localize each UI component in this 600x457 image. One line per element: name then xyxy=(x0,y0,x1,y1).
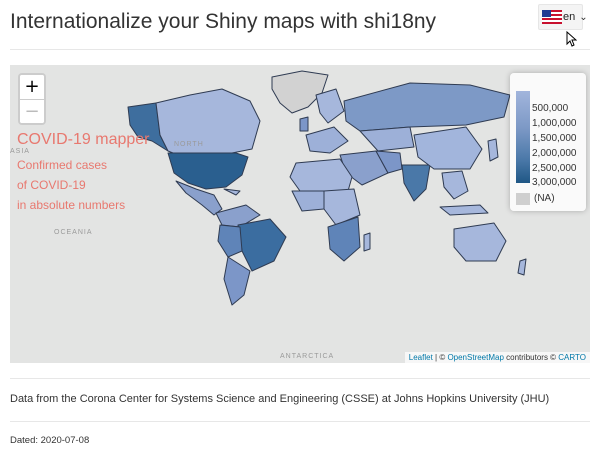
country-japan xyxy=(487,138,499,162)
overlay-subtitle-line: of COVID-19 xyxy=(17,178,86,192)
country-china xyxy=(413,126,483,170)
map-divider xyxy=(10,378,590,379)
legend-tick-label: 500,000 xyxy=(532,103,569,114)
attribution-contributors: contributors © xyxy=(503,353,559,362)
country-greenland xyxy=(271,70,329,114)
overlay-subtitle-line: in absolute numbers xyxy=(17,198,126,212)
country-colombia-venezuela xyxy=(215,204,261,228)
zoom-out-button[interactable]: − xyxy=(20,99,44,123)
map-label-oceania: OCEANIA xyxy=(54,229,93,236)
leaflet-map[interactable]: ASIA NORTH OCEANIA ANTARCTICA + − COVID-… xyxy=(10,65,590,363)
map-attribution: Leaflet | © OpenStreetMap contributors ©… xyxy=(404,352,590,363)
country-uk xyxy=(299,116,309,132)
country-canada xyxy=(155,88,261,156)
map-label-north: NORTH xyxy=(174,141,204,148)
map-overlay-text: COVID-19 mapper Confirmed cases of COVID… xyxy=(17,131,150,215)
footer-divider xyxy=(10,421,590,422)
country-peru-bolivia xyxy=(217,224,243,258)
country-north-africa xyxy=(289,158,353,192)
page-title: Internationalize your Shiny maps with sh… xyxy=(10,10,437,33)
country-russia xyxy=(343,82,511,132)
country-south-africa xyxy=(327,216,361,262)
openstreetmap-link[interactable]: OpenStreetMap xyxy=(447,353,504,362)
header-divider xyxy=(10,49,590,50)
legend-tick-label: 1,000,000 xyxy=(532,118,577,129)
legend-tick-label: 2,500,000 xyxy=(532,163,577,174)
data-source-text: Data from the Corona Center for Systems … xyxy=(10,393,550,405)
country-cuba xyxy=(223,188,241,196)
mouse-cursor-icon xyxy=(566,31,577,47)
legend-tick-label: 1,500,000 xyxy=(532,133,577,144)
leaflet-link[interactable]: Leaflet xyxy=(408,353,433,362)
us-flag-icon xyxy=(542,10,562,24)
legend-color-bar xyxy=(516,91,530,183)
country-scandinavia xyxy=(315,88,345,124)
legend-tick-label: 3,000,000 xyxy=(532,177,577,188)
carto-link[interactable]: CARTO xyxy=(558,353,586,362)
country-indonesia xyxy=(439,204,489,216)
country-india xyxy=(401,164,431,202)
country-western-europe xyxy=(305,126,349,154)
country-australia xyxy=(453,222,507,262)
country-usa xyxy=(167,152,249,190)
country-kazakhstan xyxy=(359,126,415,152)
country-brazil xyxy=(237,218,287,272)
overlay-subtitle: Confirmed cases of COVID-19 in absolute … xyxy=(17,155,150,215)
map-label-asia: ASIA xyxy=(10,148,30,155)
country-new-zealand xyxy=(517,258,527,276)
dated-text: Dated: 2020-07-08 xyxy=(10,435,90,446)
language-selected-value: en xyxy=(563,11,576,23)
country-west-africa xyxy=(291,190,327,212)
world-choropleth xyxy=(127,70,527,306)
country-southeast-asia xyxy=(441,170,469,200)
language-select[interactable]: en ⌄ xyxy=(538,4,588,30)
legend-na-label: (NA) xyxy=(534,193,555,204)
overlay-title: COVID-19 mapper xyxy=(17,131,150,148)
map-label-antarctica: ANTARCTICA xyxy=(280,353,335,360)
legend-na-swatch xyxy=(516,193,530,205)
legend-tick-label: 2,000,000 xyxy=(532,148,577,159)
attribution-separator: | © xyxy=(432,353,448,362)
zoom-in-button[interactable]: + xyxy=(20,75,44,99)
page-header: Internationalize your Shiny maps with sh… xyxy=(0,0,600,50)
overlay-subtitle-line: Confirmed cases xyxy=(17,158,108,172)
zoom-control: + − xyxy=(18,73,46,125)
country-madagascar xyxy=(363,232,371,252)
chevron-down-icon: ⌄ xyxy=(579,11,588,23)
country-chile-argentina xyxy=(223,256,251,306)
map-legend: 500,000 1,000,000 1,500,000 2,000,000 2,… xyxy=(510,73,586,211)
